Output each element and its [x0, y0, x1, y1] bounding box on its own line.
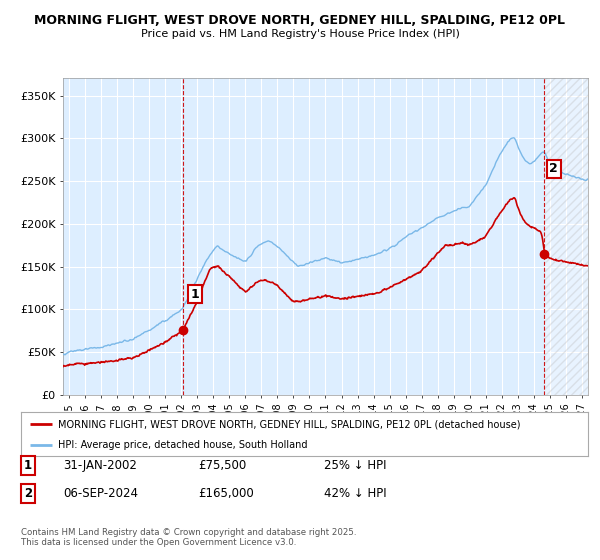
Text: 25% ↓ HPI: 25% ↓ HPI: [324, 459, 386, 473]
Text: 1: 1: [24, 459, 32, 473]
Text: 2: 2: [549, 162, 558, 175]
Text: 2: 2: [24, 487, 32, 501]
Text: MORNING FLIGHT, WEST DROVE NORTH, GEDNEY HILL, SPALDING, PE12 0PL (detached hous: MORNING FLIGHT, WEST DROVE NORTH, GEDNEY…: [58, 419, 520, 429]
Text: 31-JAN-2002: 31-JAN-2002: [63, 459, 137, 473]
Text: 42% ↓ HPI: 42% ↓ HPI: [324, 487, 386, 501]
Text: MORNING FLIGHT, WEST DROVE NORTH, GEDNEY HILL, SPALDING, PE12 0PL: MORNING FLIGHT, WEST DROVE NORTH, GEDNEY…: [35, 14, 566, 27]
Text: Contains HM Land Registry data © Crown copyright and database right 2025.
This d: Contains HM Land Registry data © Crown c…: [21, 528, 356, 547]
Text: 06-SEP-2024: 06-SEP-2024: [63, 487, 138, 501]
Bar: [544, 78, 588, 395]
Text: £75,500: £75,500: [198, 459, 246, 473]
Text: 1: 1: [191, 288, 199, 301]
Text: HPI: Average price, detached house, South Holland: HPI: Average price, detached house, Sout…: [58, 440, 307, 450]
Text: Price paid vs. HM Land Registry's House Price Index (HPI): Price paid vs. HM Land Registry's House …: [140, 29, 460, 39]
Text: £165,000: £165,000: [198, 487, 254, 501]
